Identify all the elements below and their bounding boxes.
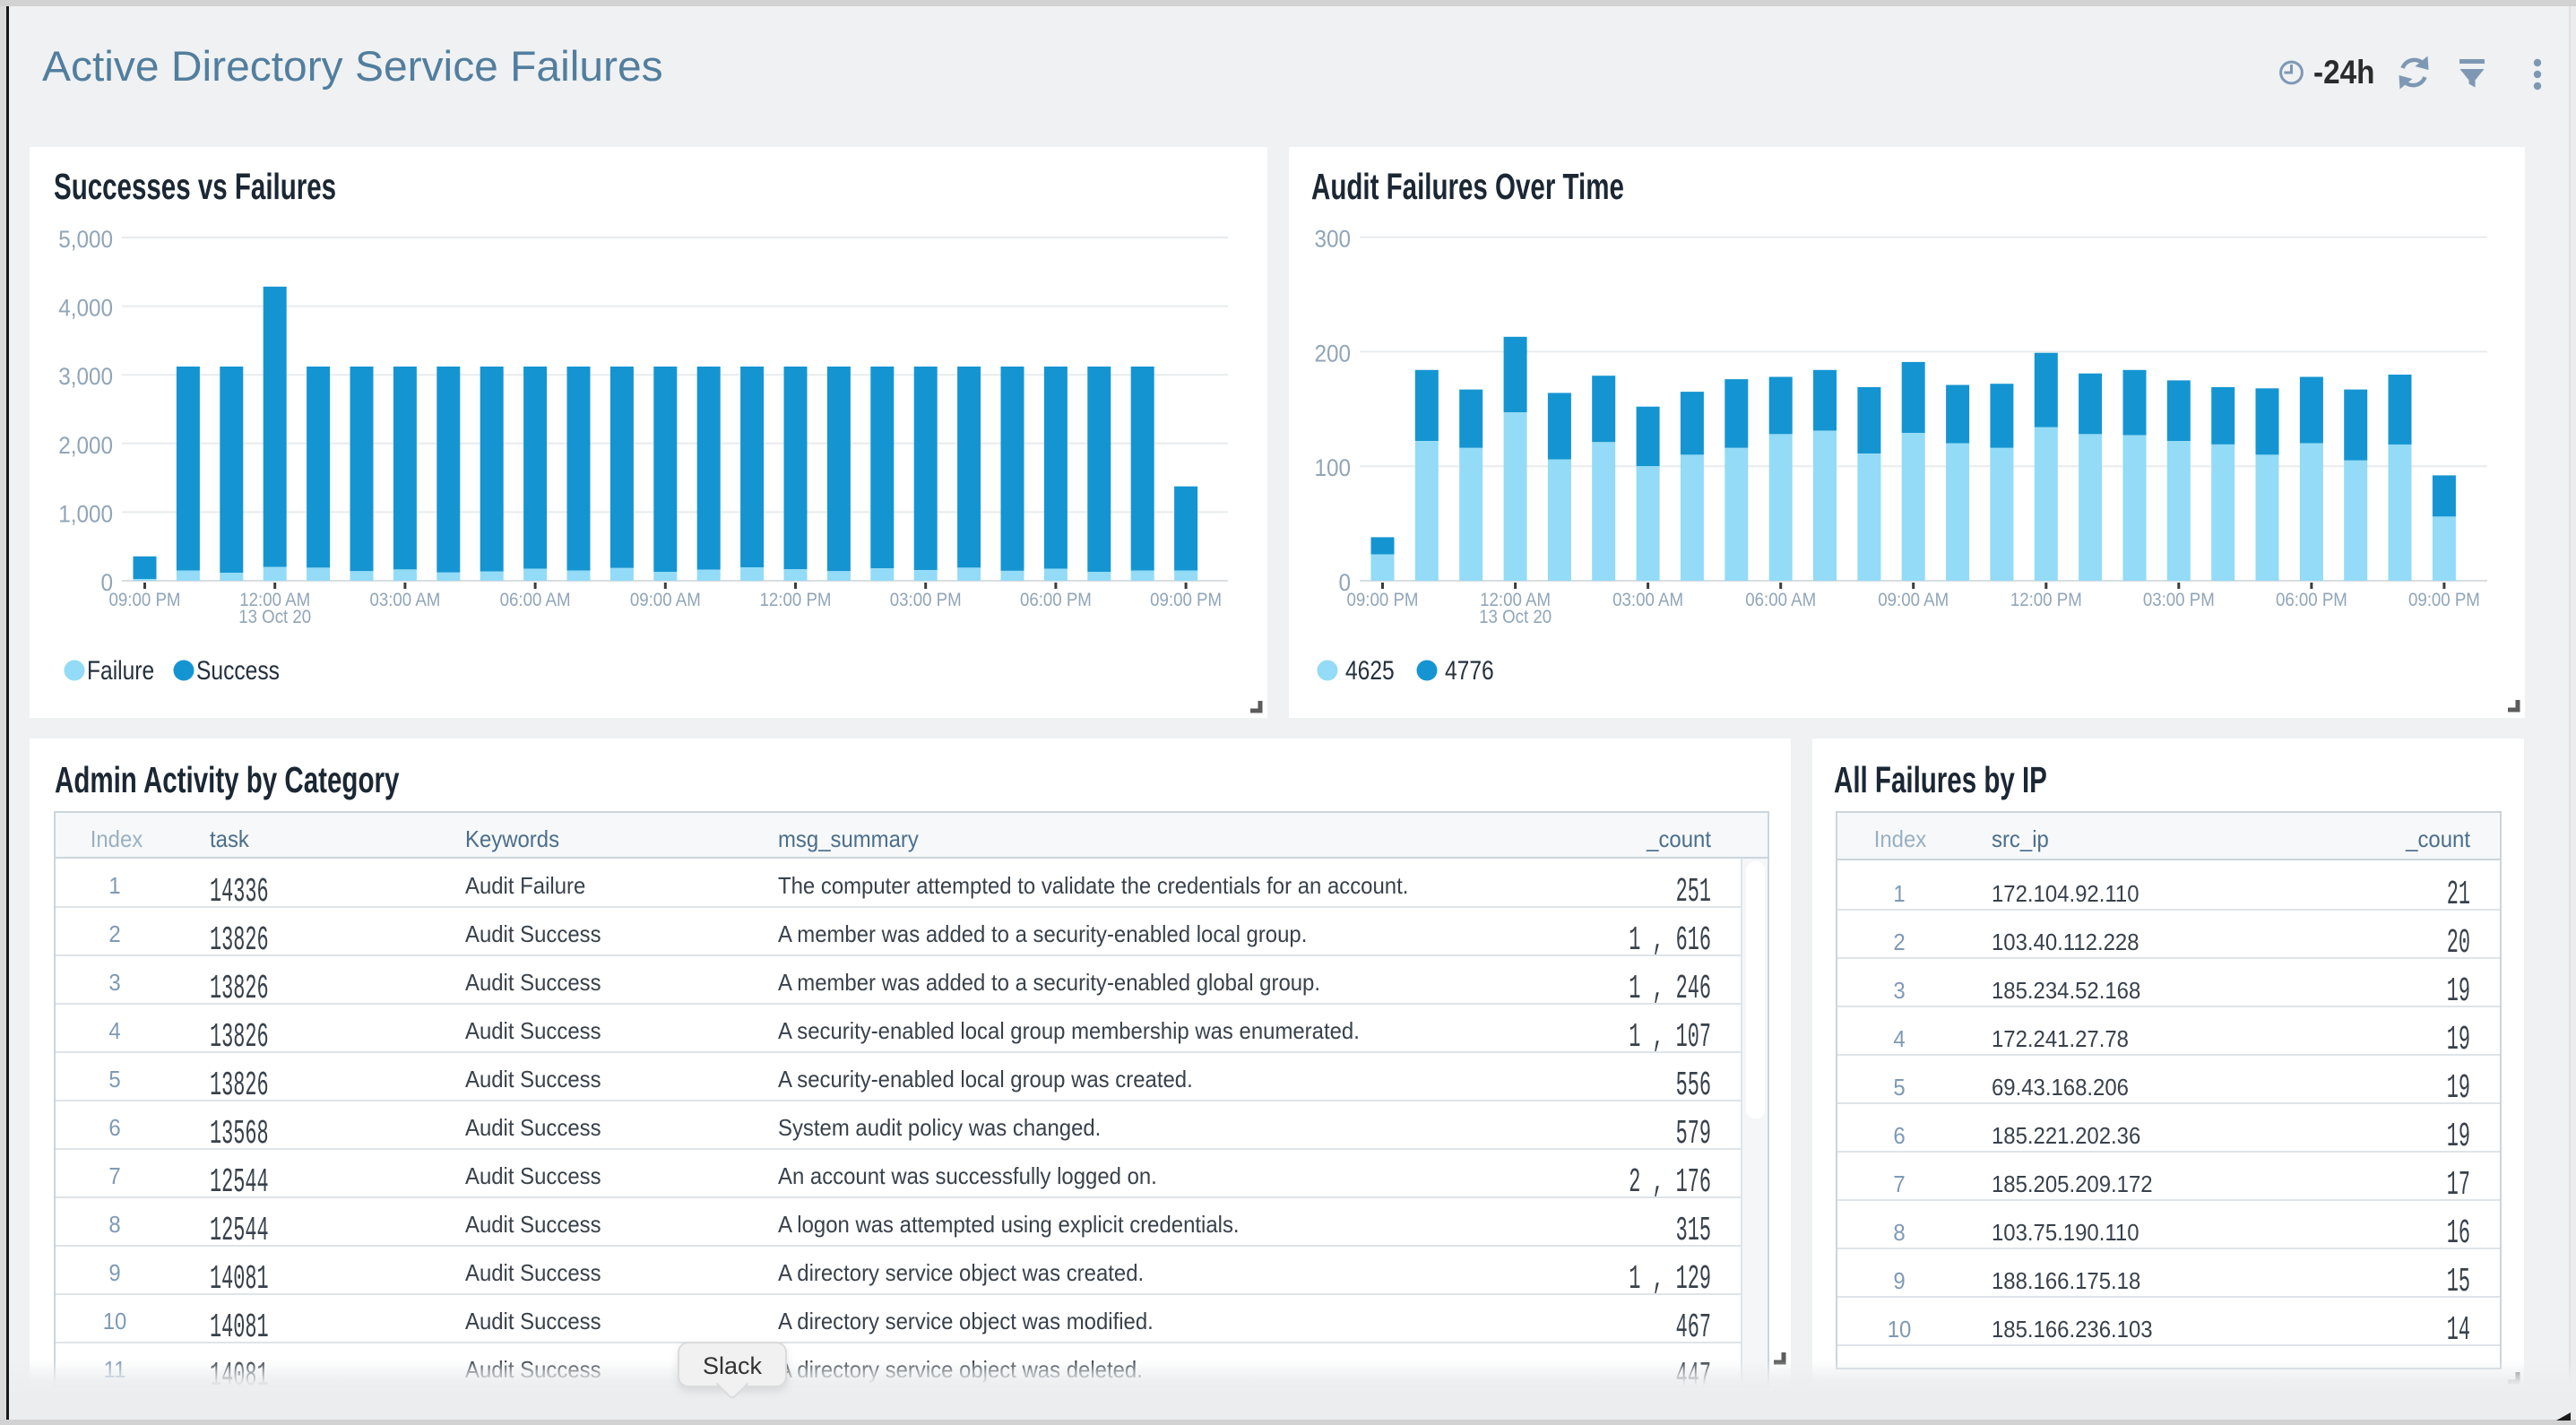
- svg-text:06:00 AM: 06:00 AM: [500, 590, 571, 610]
- svg-text:2,000: 2,000: [58, 433, 113, 459]
- svg-text:03:00 AM: 03:00 AM: [1612, 590, 1683, 610]
- svg-text:06:00 PM: 06:00 PM: [1020, 590, 1092, 610]
- svg-text:13 Oct 20: 13 Oct 20: [1479, 607, 1552, 627]
- svg-text:Failure: Failure: [87, 655, 154, 686]
- svg-text:13 Oct 20: 13 Oct 20: [238, 607, 311, 627]
- svg-text:Success: Success: [196, 655, 280, 686]
- svg-text:09:00 PM: 09:00 PM: [1150, 590, 1222, 610]
- svg-text:300: 300: [1314, 226, 1351, 252]
- svg-text:09:00 PM: 09:00 PM: [109, 590, 181, 610]
- svg-text:03:00 AM: 03:00 AM: [369, 590, 440, 610]
- svg-text:09:00 PM: 09:00 PM: [2408, 590, 2480, 610]
- svg-text:03:00 PM: 03:00 PM: [890, 590, 962, 610]
- svg-text:1,000: 1,000: [58, 501, 113, 527]
- svg-text:06:00 AM: 06:00 AM: [1745, 590, 1816, 610]
- svg-text:4776: 4776: [1445, 655, 1494, 686]
- svg-text:100: 100: [1314, 455, 1351, 481]
- svg-text:09:00 PM: 09:00 PM: [1347, 590, 1419, 610]
- svg-text:09:00 AM: 09:00 AM: [1878, 590, 1949, 610]
- svg-text:4,000: 4,000: [58, 295, 113, 321]
- svg-text:12:00 AM: 12:00 AM: [239, 590, 310, 610]
- svg-text:0: 0: [100, 570, 113, 596]
- svg-text:3,000: 3,000: [58, 364, 113, 390]
- svg-text:5,000: 5,000: [58, 227, 113, 253]
- svg-text:12:00 AM: 12:00 AM: [1480, 590, 1551, 610]
- svg-text:12:00 PM: 12:00 PM: [760, 590, 832, 610]
- svg-text:200: 200: [1314, 341, 1351, 367]
- svg-text:12:00 PM: 12:00 PM: [2010, 590, 2082, 610]
- svg-text:03:00 PM: 03:00 PM: [2143, 590, 2215, 610]
- svg-text:06:00 PM: 06:00 PM: [2276, 590, 2347, 610]
- svg-text:0: 0: [1338, 570, 1351, 596]
- svg-text:09:00 AM: 09:00 AM: [630, 590, 701, 610]
- svg-text:4625: 4625: [1345, 655, 1395, 686]
